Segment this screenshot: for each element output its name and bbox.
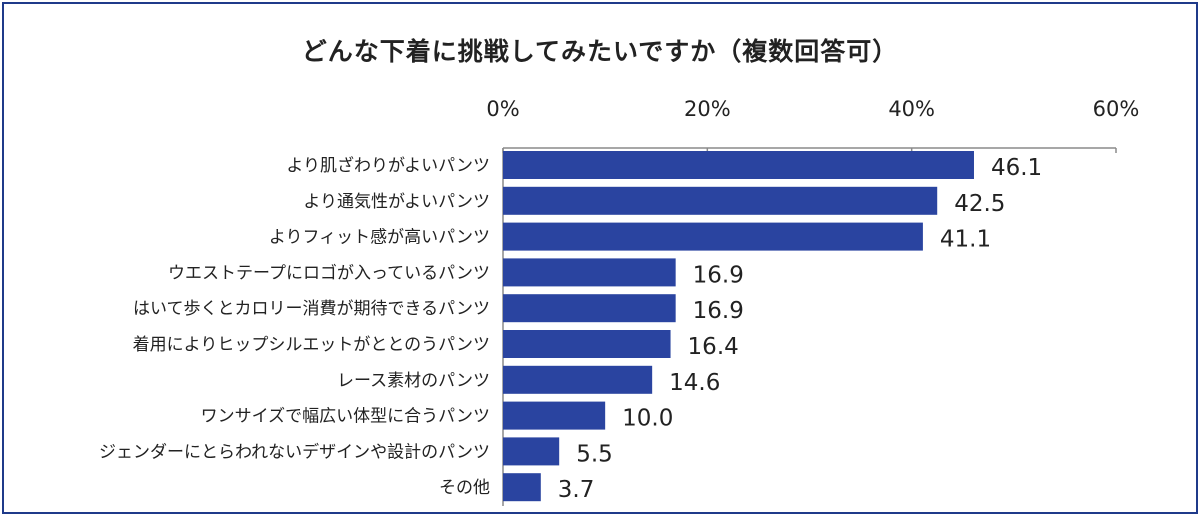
bar [503, 473, 541, 502]
bar [503, 294, 676, 323]
value-label: 10.0 [622, 406, 673, 432]
bar [503, 186, 938, 215]
category-label: その他 [439, 478, 490, 498]
value-label: 5.5 [576, 441, 613, 467]
category-label: よりフィット感が高いパンツ [269, 228, 490, 248]
category-label: ウエストテープにロゴが入っているパンツ [168, 262, 490, 283]
category-label: より肌ざわりがよいパンツ [286, 155, 490, 176]
category-label: レース素材のパンツ [337, 371, 490, 391]
value-label: 3.7 [558, 477, 595, 503]
bar [503, 401, 606, 430]
bar [503, 258, 676, 287]
value-label: 46.1 [991, 155, 1042, 181]
value-label: 41.1 [940, 227, 991, 253]
value-label: 14.6 [669, 370, 720, 396]
value-label: 16.9 [693, 262, 744, 288]
category-label: ワンサイズで幅広い体型に合うパンツ [201, 407, 490, 427]
category-label: 着用によりヒップシルエットがととのうパンツ [133, 335, 490, 355]
x-tick-label: 0% [486, 97, 519, 121]
bar [503, 330, 671, 358]
category-label: より通気性がよいパンツ [303, 192, 490, 212]
value-label: 42.5 [954, 191, 1005, 217]
value-label: 16.4 [688, 334, 739, 360]
bar [503, 151, 974, 179]
category-label: はいて歩くとカロリー消費が期待できるパンツ [133, 299, 490, 319]
bar [503, 222, 923, 251]
x-tick-label: 20% [684, 97, 731, 121]
category-label: ジェンダーにとらわれないデザインや設計のパンツ [99, 441, 490, 462]
value-label: 16.9 [693, 298, 744, 324]
chart-title: どんな下着に挑戦してみたいですか（複数回答可） [301, 37, 899, 66]
bar [503, 365, 653, 394]
x-tick-label: 60% [1093, 97, 1140, 121]
bar [503, 437, 560, 466]
x-tick-label: 40% [888, 97, 935, 121]
